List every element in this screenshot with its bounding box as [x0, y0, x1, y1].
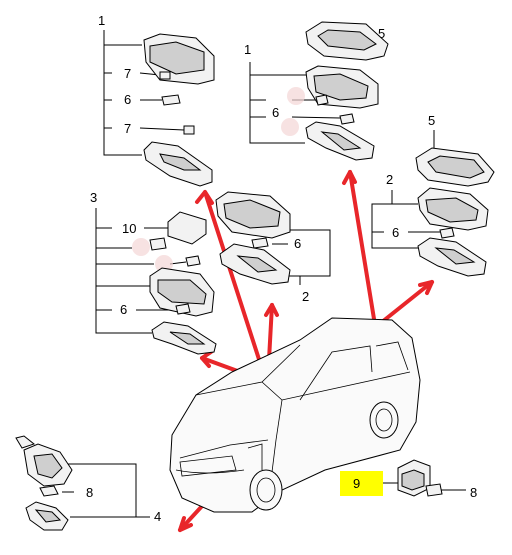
- console-housing-detail: [149, 41, 205, 75]
- callout-group-g-bulb: 8: [470, 485, 477, 500]
- bulb-e: [439, 227, 455, 239]
- bulb-f: [39, 485, 59, 497]
- arrow-to-group-b: [348, 170, 377, 327]
- callout-group-c: 3: [90, 190, 97, 205]
- arrowhead-group-f: [178, 516, 193, 532]
- control-module: [167, 211, 207, 245]
- callout-group-d: 2: [302, 289, 309, 304]
- callout-group-f-bulb: 8: [86, 485, 93, 500]
- callout-group-a-clip-bottom: 7: [124, 121, 131, 136]
- group-e: 5 2 6: [371, 113, 495, 277]
- bulb-b: [315, 94, 329, 106]
- arrowhead-group-d: [264, 303, 279, 317]
- arrow-to-group-a: [203, 190, 267, 380]
- group-a: 1 7 6 7: [98, 13, 215, 187]
- callout-group-e-frame: 5: [428, 113, 435, 128]
- bulb-a: [161, 94, 181, 106]
- callout-group-g-lamp: 9: [353, 476, 360, 491]
- callout-group-a-bulb: 6: [124, 92, 131, 107]
- arrowhead-group-b: [342, 170, 357, 185]
- group-c: 3 10 6: [90, 190, 217, 355]
- bulb-d: [251, 237, 269, 249]
- arrowhead-group-e: [418, 280, 434, 295]
- callout-group-a-clip-top: 7: [124, 66, 131, 81]
- highlight-box: [340, 471, 383, 496]
- callout-group-b-bulb: 6: [272, 105, 279, 120]
- group-g: 9 8: [340, 459, 477, 500]
- arrow-to-group-e: [380, 280, 434, 324]
- group-d: 6 2: [215, 191, 331, 304]
- callout-group-b: 1: [244, 42, 251, 57]
- group-f: 8 4: [15, 435, 161, 531]
- callout-group-c-bulb: 6: [120, 302, 127, 317]
- car-illustration: [169, 317, 421, 513]
- clip-top: [159, 71, 171, 80]
- callout-group-c-module: 10: [122, 221, 136, 236]
- bulb-g: [425, 483, 443, 497]
- callout-group-a: 1: [98, 13, 105, 28]
- callout-group-f: 4: [154, 509, 161, 524]
- callout-group-e: 2: [386, 172, 393, 187]
- clip-bottom: [183, 125, 195, 135]
- callout-group-d-bulb: 6: [294, 236, 301, 251]
- callout-group-b-frame: 5: [378, 26, 385, 41]
- callout-group-e-bulb: 6: [392, 225, 399, 240]
- group-b: 1 5 6: [244, 21, 389, 161]
- arrowhead-group-a: [195, 190, 214, 205]
